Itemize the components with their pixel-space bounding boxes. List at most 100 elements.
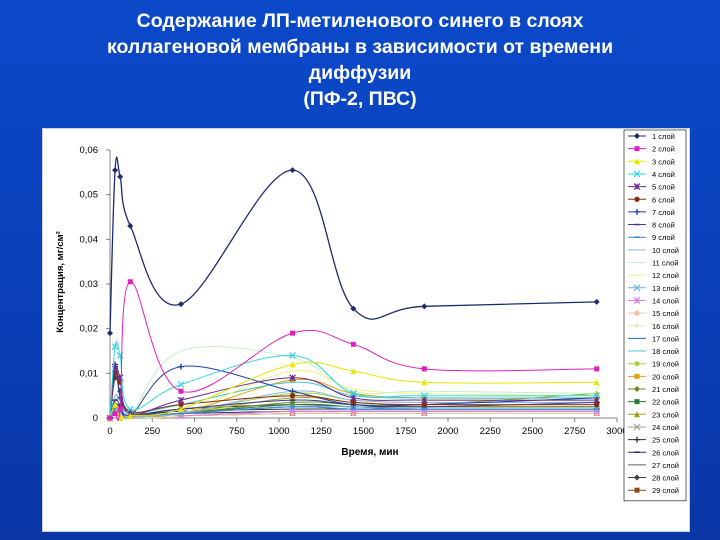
legend-item: 9 слой (628, 233, 675, 242)
data-point (421, 402, 427, 408)
data-point (634, 474, 640, 481)
y-tick-label: 0 (93, 413, 98, 424)
legend-item: 11 слой (628, 259, 678, 268)
legend-label: 22 слой (652, 398, 679, 407)
x-tick-label: 1500 (353, 426, 374, 437)
legend-label: 18 слой (652, 347, 679, 356)
legend-label: 2 слой (652, 145, 675, 154)
x-tick-label: 2500 (522, 426, 543, 437)
data-point (634, 158, 640, 165)
data-point (111, 343, 119, 350)
data-point (634, 399, 640, 405)
title-line-1: Содержание ЛП-метиленового синего в слоя… (136, 10, 584, 32)
legend-item: 12 слой (628, 271, 679, 280)
data-point (634, 208, 640, 215)
line-chart: 0 250 500 750 1000 1250 1500 1750 2000 2250 2500 27… (42, 128, 690, 532)
data-point (126, 405, 134, 413)
legend-label: 1 слой (652, 132, 675, 141)
legend-label: 8 слой (652, 221, 675, 230)
data-point (289, 374, 296, 382)
legend-label: 24 слой (652, 423, 679, 432)
series-2 (107, 279, 600, 421)
legend-label: 6 слой (652, 195, 675, 204)
x-tick-label: 750 (229, 426, 245, 437)
legend-label: 5 слой (652, 183, 675, 192)
y-tick-label: 0,03 (80, 279, 99, 290)
data-point (350, 305, 357, 312)
legend-label: 15 слой (652, 309, 679, 318)
data-point (634, 361, 640, 367)
legend-item: 22 слой (628, 398, 679, 407)
title-line-3: диффузии (308, 62, 412, 84)
legend-item: 29 слой (628, 486, 679, 495)
legend-label: 23 слой (652, 410, 679, 419)
x-tick-label: 3000 (606, 426, 627, 437)
data-point (593, 379, 600, 386)
data-point (127, 222, 134, 229)
data-point (633, 183, 641, 191)
legend-item: 25 слой (628, 436, 679, 445)
legend-label: 20 слой (652, 372, 679, 381)
legend-label: 9 слой (652, 233, 675, 242)
data-point (117, 173, 124, 180)
data-point (177, 363, 184, 370)
data-point (107, 415, 113, 421)
legend-label: 7 слой (652, 208, 675, 217)
legend-item: 3 слой (628, 157, 675, 166)
legend-label: 10 слой (652, 246, 679, 255)
y-axis-label: Концентрация, мг/см² (55, 231, 66, 333)
legend-item: 13 слой (628, 284, 679, 293)
y-tick-label: 0,01 (80, 368, 99, 379)
y-tick-label: 0,05 (80, 190, 99, 201)
y-tick-label: 0,04 (80, 234, 99, 245)
data-point (593, 392, 601, 400)
data-point (177, 396, 185, 404)
legend-item: 5 слой (628, 183, 675, 192)
data-point (634, 411, 640, 418)
data-point (177, 301, 184, 308)
data-point (634, 146, 640, 152)
data-point (289, 393, 296, 399)
legend-item: 28 слой (628, 474, 679, 483)
data-point (289, 167, 296, 174)
data-point (177, 406, 184, 413)
data-point (633, 284, 641, 292)
legend-item: 15 слой (628, 309, 679, 318)
series-lines (106, 156, 601, 422)
legend-item: 19 слой (628, 360, 679, 369)
legend-label: 19 слой (652, 360, 679, 369)
legend-item: 27 слой (628, 461, 679, 470)
legend-label: 3 слой (652, 157, 675, 166)
legend-label: 21 слой (652, 385, 679, 394)
data-point (177, 381, 185, 388)
x-tick-label: 1750 (395, 426, 416, 437)
data-point (117, 406, 123, 412)
series-line (109, 346, 597, 420)
legend-item: 8 слой (628, 221, 675, 230)
legend-label: 12 слой (652, 271, 679, 280)
data-point (634, 386, 640, 392)
legend-item: 26 слой (628, 448, 679, 457)
legend-item: 24 слой (628, 423, 679, 432)
axes: 0 250 500 750 1000 1250 1500 1750 2000 2250 2500 27… (80, 145, 628, 437)
data-point (634, 133, 640, 139)
legend-item: 18 слой (628, 347, 679, 356)
slide-title: Содержание ЛП-метиленового синего в слоя… (20, 8, 700, 112)
legend-item: 7 слой (628, 208, 675, 217)
legend-label: 11 слой (652, 259, 678, 268)
series-1 (107, 156, 600, 337)
data-point (420, 392, 428, 400)
legend-item: 6 слой (628, 195, 675, 204)
data-point (178, 388, 184, 394)
data-point (350, 368, 357, 375)
data-point (289, 352, 296, 359)
legend-label: 14 слой (652, 296, 679, 305)
y-tick-label: 0,06 (80, 145, 99, 156)
x-tick-label: 2000 (437, 426, 458, 437)
data-point (594, 402, 600, 408)
x-tick-label: 0 (107, 426, 112, 437)
data-point (421, 303, 428, 310)
legend-item: 16 слой (628, 322, 679, 331)
legend-item: 17 слой (628, 334, 679, 343)
